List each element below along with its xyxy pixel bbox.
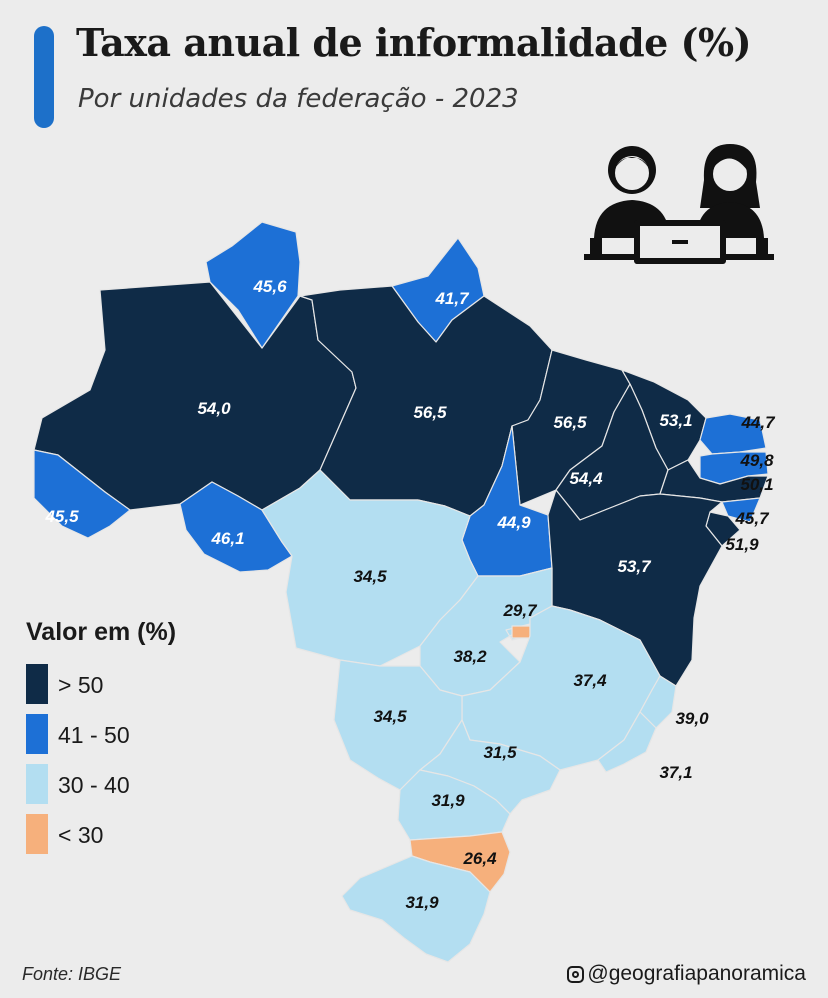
legend-swatch <box>26 764 48 804</box>
source-note: Fonte: IBGE <box>22 964 122 984</box>
legend-label: < 30 <box>58 822 104 848</box>
legend-label: 41 - 50 <box>58 722 130 748</box>
state-value-label: 56,5 <box>553 413 587 432</box>
state-value-label: 54,4 <box>569 469 603 488</box>
state-value-label: 41,7 <box>434 289 470 308</box>
state-shape <box>397 769 511 841</box>
state-shape <box>205 221 301 349</box>
state-value-label: 46,1 <box>210 529 244 548</box>
legend-label: > 50 <box>58 672 104 698</box>
page-title: Taxa anual de informalidade (%) <box>76 20 752 65</box>
instagram-icon <box>567 966 585 983</box>
state-shape <box>597 711 657 773</box>
state-value-label: 34,5 <box>373 707 407 726</box>
state-value-label: 54,0 <box>197 399 231 418</box>
legend-title: Valor em (%) <box>26 618 177 646</box>
state-shape <box>33 449 131 539</box>
title-accent-bar <box>34 26 54 128</box>
state-value-label: 53,7 <box>617 557 652 576</box>
state-value-label: 34,5 <box>353 567 387 586</box>
state-value-label: 45,5 <box>44 507 79 526</box>
state-value-label: 44,9 <box>496 513 531 532</box>
state-shape <box>511 625 531 639</box>
legend-swatch <box>26 714 48 754</box>
state-value-label: 31,5 <box>483 743 517 762</box>
state-value-label: 56,5 <box>413 403 447 422</box>
state-value-label: 37,4 <box>573 671 607 690</box>
social-handle[interactable]: @geografiapanoramica <box>567 962 806 986</box>
state-value-label: 50,1 <box>740 475 773 494</box>
state-shape <box>341 855 491 963</box>
state-shape <box>721 497 761 523</box>
page-subtitle: Por unidades da federação - 2023 <box>78 84 519 114</box>
state-value-label: 53,1 <box>659 411 692 430</box>
state-value-label: 37,1 <box>659 763 692 782</box>
state-value-label: 31,9 <box>405 893 439 912</box>
workers-at-laptop-icon <box>584 144 774 264</box>
state-value-label: 29,7 <box>502 601 538 620</box>
state-value-label: 26,4 <box>462 849 497 868</box>
state-value-label: 39,0 <box>675 709 709 728</box>
state-value-label: 51,9 <box>725 535 759 554</box>
state-value-label: 45,6 <box>252 277 287 296</box>
social-handle-text: @geografiapanoramica <box>587 962 806 985</box>
state-value-label: 45,7 <box>734 509 770 528</box>
state-value-label: 49,8 <box>739 451 774 470</box>
state-value-label: 44,7 <box>740 413 776 432</box>
state-value-label: 38,2 <box>453 647 487 666</box>
legend-label: 30 - 40 <box>58 772 130 798</box>
state-value-label: 31,9 <box>431 791 465 810</box>
legend-swatch <box>26 664 48 704</box>
state-shape <box>699 413 767 455</box>
legend-swatch <box>26 814 48 854</box>
